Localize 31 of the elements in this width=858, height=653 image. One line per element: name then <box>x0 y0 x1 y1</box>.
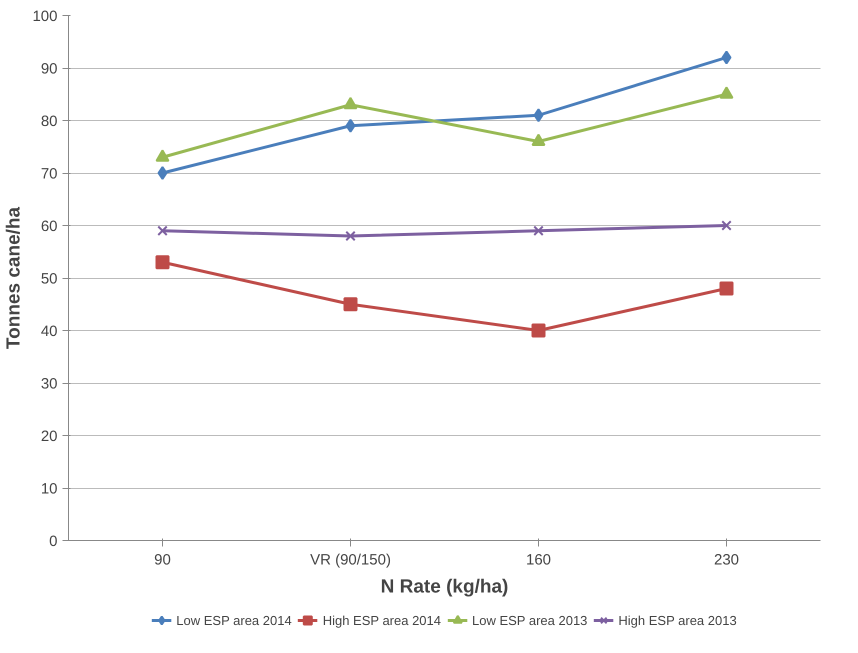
point <box>720 282 734 296</box>
point <box>532 324 546 338</box>
y-tick-label: 30 <box>40 376 58 392</box>
y-tick-label: 0 <box>49 533 58 550</box>
x-tick-label: 230 <box>714 552 740 568</box>
y-tick-label: 80 <box>40 113 58 130</box>
y-tick-label: 60 <box>40 218 58 235</box>
legend-label: High ESP area 2013 <box>618 612 737 628</box>
y-tick-label: 10 <box>40 480 58 498</box>
point <box>722 50 732 64</box>
legend-label: High ESP area 2014 <box>322 612 441 628</box>
y-tick-label: 70 <box>40 166 58 182</box>
point <box>721 220 732 231</box>
x-axis-title: N Rate (kg/ha) <box>380 576 508 598</box>
x-tick-label: VR (90/150) <box>310 552 391 568</box>
y-tick-label: 90 <box>40 60 58 78</box>
point <box>533 226 544 236</box>
y-tick-label: 40 <box>40 323 58 340</box>
y-axis-title: Tonnes cane/ha <box>3 206 24 350</box>
point <box>157 226 168 236</box>
y-tick-label: 20 <box>40 428 58 445</box>
y-tick-label: 100 <box>32 8 58 25</box>
x-tick-label: 160 <box>526 552 552 568</box>
legend-label: Low ESP area 2013 <box>472 612 588 628</box>
point <box>156 255 170 270</box>
point <box>158 166 168 180</box>
y-tick-label: 50 <box>40 270 58 288</box>
legend-label: Low ESP area 2014 <box>176 612 292 628</box>
x-tick-label: 90 <box>154 552 171 568</box>
point <box>344 297 358 312</box>
point <box>345 230 356 242</box>
